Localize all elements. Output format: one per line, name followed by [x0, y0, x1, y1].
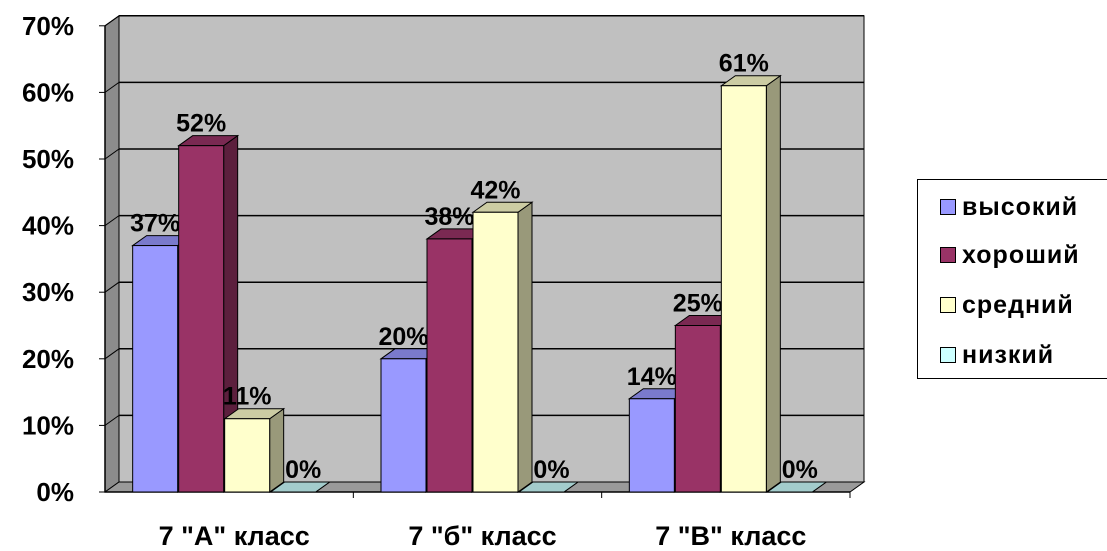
bar-side — [269, 407, 285, 493]
legend-label-0: высокий — [962, 192, 1079, 221]
bar-2-2 — [720, 85, 767, 493]
y-tick-label: 30% — [22, 277, 74, 307]
legend-item-0: высокий — [940, 192, 1079, 221]
bar-top — [765, 481, 828, 493]
data-label: 14% — [627, 363, 677, 391]
y-tick-label: 70% — [22, 11, 74, 41]
gridline-side — [104, 81, 120, 93]
bar-top — [517, 481, 580, 493]
y-tick-label: 10% — [22, 410, 74, 440]
legend-label-1: хороший — [962, 240, 1080, 269]
data-label: 61% — [719, 50, 769, 78]
legend-label-3: низкий — [962, 340, 1055, 369]
bar-1-2 — [674, 325, 721, 493]
gridline-side — [104, 215, 120, 227]
legend-item-2: средний — [940, 290, 1074, 319]
y-tick-label: 40% — [22, 211, 74, 241]
data-label: 0% — [533, 456, 569, 484]
data-label: 0% — [782, 456, 818, 484]
data-label: 25% — [673, 290, 723, 318]
bar-1-1 — [426, 238, 473, 493]
bar-0-2 — [628, 398, 675, 493]
data-label: 38% — [424, 203, 474, 231]
x-category-label: 7 "А" класс — [159, 521, 310, 551]
y-tick-label: 50% — [22, 144, 74, 174]
legend-swatch-3 — [940, 347, 956, 363]
data-label: 42% — [470, 176, 520, 204]
data-label: 11% — [223, 383, 272, 411]
bar-0-1 — [380, 358, 427, 493]
gridline-side — [104, 15, 120, 27]
gridline-side — [104, 148, 120, 160]
data-label: 37% — [130, 210, 180, 238]
data-label: 52% — [176, 110, 226, 138]
legend-label-2: средний — [962, 290, 1074, 319]
bar-top — [269, 481, 332, 493]
gridline-side — [104, 348, 120, 360]
gridline-side — [104, 414, 120, 426]
data-label: 20% — [378, 323, 428, 351]
gridline-side — [104, 281, 120, 293]
y-tick-label: 60% — [22, 77, 74, 107]
bar-0-0 — [132, 245, 179, 493]
legend-item-1: хороший — [940, 240, 1080, 269]
legend-swatch-2 — [940, 297, 956, 313]
y-tick-label: 0% — [36, 477, 74, 507]
bar-2-0 — [224, 418, 271, 493]
bar-1-0 — [178, 145, 225, 493]
legend-swatch-0 — [940, 199, 956, 215]
bar-2-1 — [472, 211, 519, 493]
legend: высокий хороший средний низкий — [917, 179, 1107, 379]
data-label: 0% — [285, 456, 321, 484]
x-category-label: 7 "б" класс — [408, 521, 556, 551]
legend-swatch-1 — [940, 247, 956, 263]
legend-item-3: низкий — [940, 340, 1055, 369]
bar-side — [765, 74, 781, 493]
y-tick-label: 20% — [22, 344, 74, 374]
x-category-label: 7 "В" класс — [655, 521, 806, 551]
bar-side — [517, 201, 533, 493]
